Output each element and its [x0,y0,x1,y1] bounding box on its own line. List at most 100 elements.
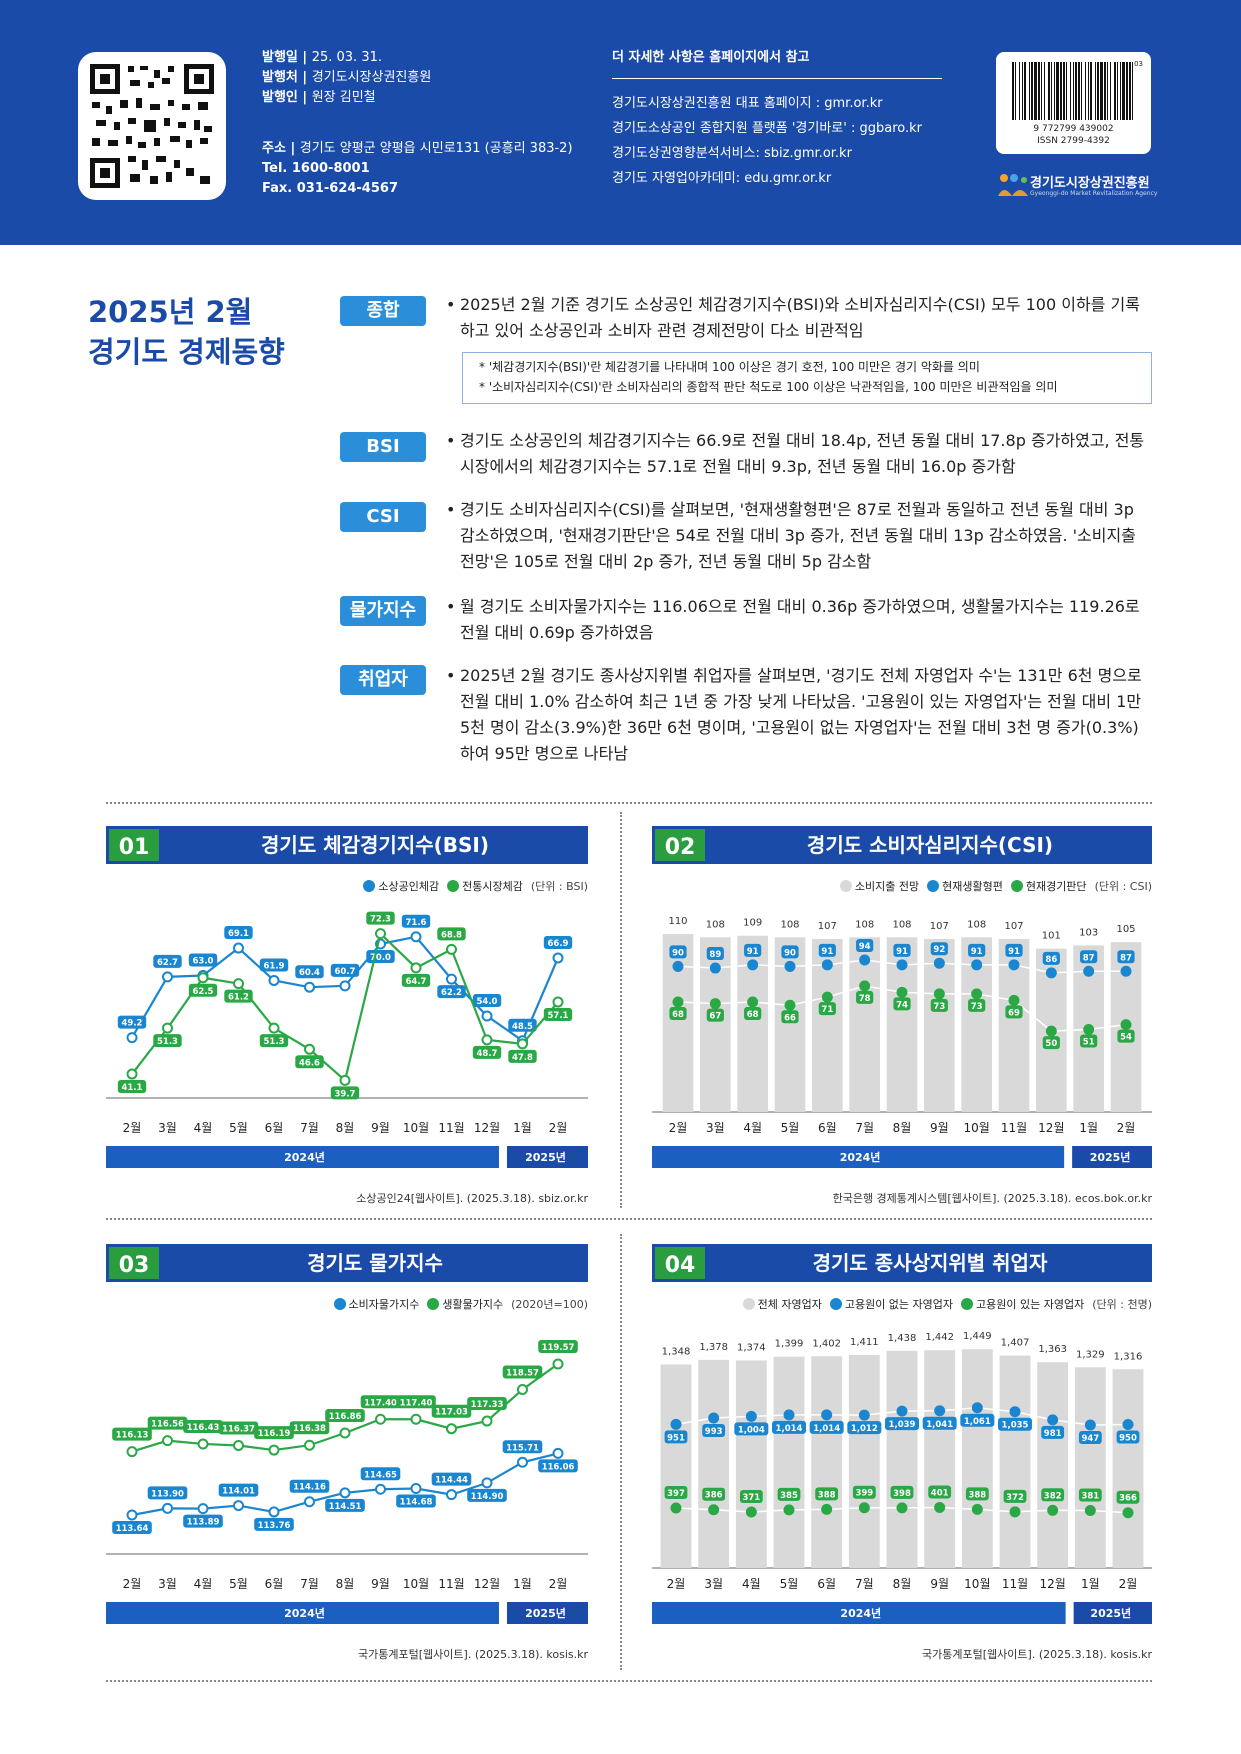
data-label: 113.76 [258,1521,291,1531]
data-label: 61.2 [228,993,249,1003]
definition-note: * '체감경기지수(BSI)'란 체감경기를 나타내며 100 이상은 경기 호… [462,352,1152,404]
data-point [552,1358,564,1370]
data-point [233,978,244,990]
data-label-box [508,1018,537,1032]
x-tick-label: 11월 [438,1577,464,1591]
bar-1 [698,1359,730,1568]
chart-title: 경기도 소비자심리지수(CSI) [806,833,1054,857]
data-label: 91 [896,947,908,957]
barcode: 03 9 772799 439002 ISSN 2799-4392 [996,52,1151,154]
page-title: 2025년 2월 경기도 경제동향 [88,292,285,372]
data-point [859,980,871,992]
chart-csi: 02 경기도 소비자심리지수(CSI) 소비지출 전망 현재생활형편 현재경기판단 (단위… [652,826,1152,1206]
data-label-box [856,990,874,1004]
legend-label: 소비지출 전망 [854,880,920,893]
data-point [934,1501,946,1513]
data-point [268,1506,280,1518]
data-point [1045,1025,1057,1037]
data-point [896,986,908,998]
data-point [670,1502,682,1514]
data-point [446,973,457,985]
chart-bsi: 01 경기도 체감경기지수(BSI) 소상공인체감 전통시장체감 (단위 : BSI) 소… [106,826,588,1206]
x-tick-label: 12월 [474,1577,500,1591]
data-label-box [538,1340,578,1354]
data-label: 60.4 [299,968,320,978]
data-point [339,980,351,992]
data-label-box [965,1487,989,1501]
year-label: 2025년 [525,1150,566,1164]
data-label: 68.8 [441,930,462,940]
legend-dot-icon [927,880,940,892]
tag-csi: CSI [340,502,426,532]
data-point [708,1412,720,1424]
data-label: 388 [968,1490,986,1500]
data-label: 113.89 [187,1518,220,1528]
barcode-bar [1085,62,1086,120]
barcode-bar [1114,62,1116,120]
x-tick-label: 10월 [964,1121,990,1135]
barcode-bar [1044,62,1045,120]
data-point [1120,1019,1132,1031]
x-tick-label: 4월 [742,1577,761,1591]
chart-employment: 04 경기도 종사상지위별 취업자 전체 자영업자 고용원이 없는 자영업자 고용원이 … [652,1244,1152,1662]
bar-5 [848,1354,880,1568]
data-label: 49.2 [122,1019,143,1029]
legend-item: 전체 자영업자 [742,1298,822,1311]
bar-value-label: 1,374 [737,1342,766,1353]
data-label-box [702,1424,726,1438]
data-label: 86 [1045,955,1057,965]
barcode-bar [1012,62,1014,120]
data-point [821,991,833,1003]
x-tick-label: 11월 [1001,1121,1027,1135]
data-label-box [928,1485,952,1499]
barcode-bar [1054,62,1055,120]
x-tick-label: 5월 [229,1577,248,1591]
barcode-bar [1088,62,1089,120]
data-label: 90 [672,948,684,958]
data-label-box [472,1045,502,1059]
price-body: 월 경기도 소비자물가지수는 116.06으로 전월 대비 0.36p 증가하였… [460,597,1140,642]
x-tick-label: 10월 [964,1577,990,1591]
data-point [446,1423,457,1435]
barcode-bar [1048,62,1050,120]
legend-dot-icon [1010,880,1023,892]
qr-code[interactable] [78,52,226,200]
year-bar-2025 [1072,1146,1152,1168]
data-point [1084,1419,1096,1431]
bar-value-label: 1,363 [1038,1344,1067,1355]
data-point [481,1415,493,1427]
data-label-box [147,1416,188,1430]
csi-text: • 경기도 소비자심리지수(CSI)를 살펴보면, '현재생활형편'은 87로 전… [446,497,1152,575]
link-ggbaro[interactable]: 경기도소상공인 종합지원 플랫폼 '경기바로' : ggbaro.kr [612,121,922,136]
data-point [896,959,908,971]
pub-date: 25. 03. 31. [311,50,382,65]
link-edu[interactable]: 경기도 자영업아카데미: edu.gmr.or.kr [612,171,832,186]
data-label: 114.44 [435,1476,468,1486]
tag-employment: 취업자 [340,665,426,695]
data-label: 72.3 [370,915,391,925]
data-label: 1,039 [889,1420,916,1430]
chart-plot: 1,348 1,378 1,374 1,399 1,402 1,411 1,438 1,442… [652,1331,1152,1624]
legend-label: 생활물가지수 [442,1298,504,1311]
data-point [670,1418,682,1430]
data-label-box [117,1015,147,1029]
data-label: 116.13 [116,1431,149,1441]
data-label: 117.33 [471,1400,504,1410]
data-label: 63.0 [193,957,214,967]
data-label-box [739,1489,763,1503]
link-sbiz[interactable]: 경기도상권영향분석서비스: sbiz.gmr.or.kr [612,146,852,161]
data-label-box [289,1421,330,1435]
qr-code-icon [90,64,214,188]
data-label-box [772,1420,806,1434]
bar-value-label: 101 [1042,931,1061,942]
issuer-label: 발행인 [262,90,298,105]
link-homepage[interactable]: 경기도시장상권진흥원 대표 홈페이지 : gmr.or.kr [612,96,883,111]
divider-vertical [620,1234,622,1670]
data-label-box [153,1034,182,1048]
barcode-bar [1126,62,1128,120]
barcode-bar [1090,62,1092,120]
publisher-label: 발행처 [262,70,298,85]
data-point [410,931,422,943]
barcode-icon [1012,62,1133,120]
x-tick-label: 7월 [300,1121,319,1135]
